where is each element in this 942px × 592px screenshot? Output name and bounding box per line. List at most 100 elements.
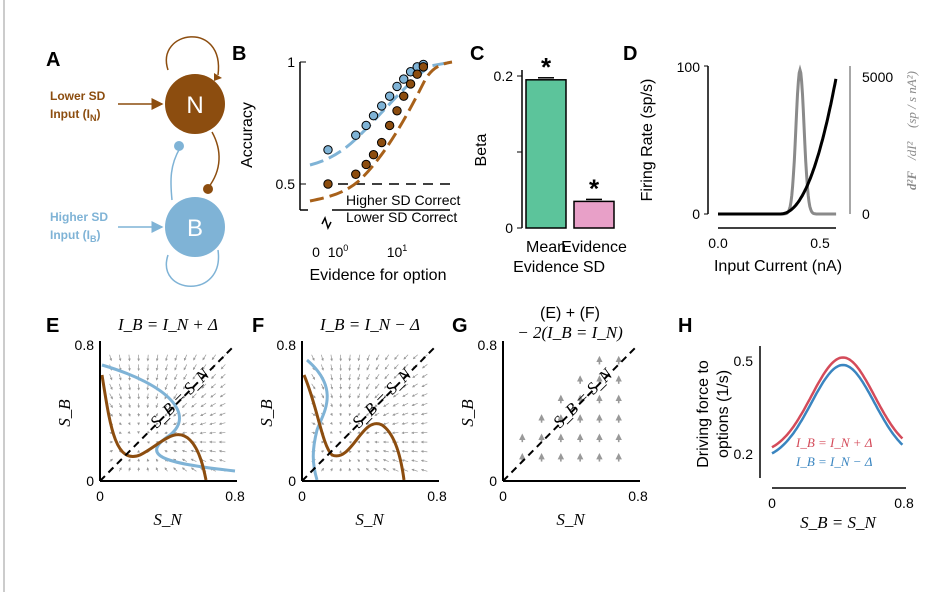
- cat-mean-evidence-l2: Evidence: [513, 259, 579, 276]
- panel-f-arrow: [357, 393, 361, 399]
- panel-f-arrow: [421, 383, 428, 388]
- panel-e-arrow: [164, 412, 168, 417]
- panel-f-arrow: [383, 402, 389, 407]
- panel-f-arrow: [320, 403, 325, 408]
- panel-e-arrow: [165, 364, 168, 371]
- panel-f-arrow: [374, 459, 380, 462]
- input-b-line2: Input (IB): [50, 228, 100, 244]
- panel-f-arrow: [403, 364, 409, 370]
- panel-f-title: I_B = I_N − Δ: [319, 315, 420, 334]
- panel-e-arrow: [192, 373, 197, 380]
- panel-e-arrow: [209, 412, 216, 416]
- input-b-line1: Higher SD: [50, 210, 108, 224]
- panel-f-arrow: [411, 431, 418, 435]
- panel-e-arrow: [209, 402, 216, 407]
- n-to-b-connection: [207, 131, 220, 189]
- panel-label-g: G: [452, 315, 468, 337]
- data-point-lower-1: [351, 169, 361, 179]
- panel-e-arrow: [155, 393, 159, 400]
- panel-e-arrow: [191, 393, 197, 399]
- panel-label-e: E: [46, 315, 59, 337]
- panel-f-arrow: [311, 354, 315, 361]
- xtick-label-d-0: 0.0: [708, 235, 728, 251]
- panel-e-arrow: [200, 402, 207, 408]
- panel-f-xlabel: S_N: [355, 510, 385, 529]
- panel-f-ytick-top: 0.8: [277, 337, 297, 353]
- panel-e-arrow: [190, 422, 197, 426]
- panel-g-title-2: − 2(I_B = I_N): [517, 323, 623, 342]
- panel-f-arrow: [357, 403, 361, 408]
- bar-evidence-sd: [573, 200, 615, 229]
- panel-e-arrow: [128, 403, 131, 409]
- panel-h: H 0.5 0.2 Driving force to options (1/s)…: [678, 315, 914, 532]
- panel-label-c: C: [470, 43, 484, 65]
- panel-e-arrow: [199, 422, 207, 426]
- panel-e-arrow: [220, 383, 226, 389]
- panel-f-arrow: [411, 459, 418, 463]
- panel-e-arrow: [146, 458, 150, 462]
- panel-f-arrow: [392, 393, 399, 398]
- panel-e-arrow: [164, 422, 168, 426]
- panel-e-arrow: [201, 383, 207, 389]
- axis-b-xlabel: Evidence for option: [310, 267, 447, 284]
- panel-e-arrow: [109, 450, 114, 453]
- panel-e-arrow: [202, 364, 207, 370]
- panel-e-arrow: [218, 449, 226, 453]
- panel-e: E I_B = I_N + Δ S_B = S_N0.800 0.8S_NS_B: [46, 315, 245, 529]
- panel-f-arrow: [420, 450, 428, 453]
- panel-f-arrow: [392, 402, 399, 407]
- panel-f-arrow: [366, 383, 370, 390]
- ytick-label-h-02: 0.2: [734, 446, 754, 462]
- panel-f-arrow: [401, 431, 409, 435]
- panel-f-arrow: [357, 450, 361, 454]
- panel-e-arrow: [118, 383, 122, 391]
- panel-f-arrow: [421, 393, 428, 397]
- panel-f-arrow: [357, 412, 361, 417]
- panel-e-arrow: [164, 374, 168, 381]
- panel-f-arrow: [411, 449, 418, 453]
- panel-f-arrow: [382, 459, 389, 462]
- data-point-lower-4: [376, 137, 387, 148]
- panel-f-arrow: [391, 431, 399, 435]
- panel-g-ytick-top: 0.8: [478, 337, 498, 353]
- panel-f-arrow: [357, 374, 361, 381]
- panel-e-arrow: [181, 449, 187, 453]
- panel-f-nullcline-b: [306, 358, 329, 481]
- curve-firing-rate: [718, 78, 838, 216]
- panel-f-arrow: [311, 383, 316, 390]
- panel-f-arrow: [401, 459, 409, 462]
- panel-f-arrow: [382, 468, 389, 472]
- panel-f-arrow: [321, 422, 325, 425]
- panel-f-arrow: [384, 373, 390, 380]
- panel-f-arrow: [320, 364, 324, 371]
- panel-f-arrow: [330, 467, 333, 472]
- panel-f-arrow: [384, 383, 390, 389]
- panel-f-quiver: [311, 354, 428, 472]
- panel-f-arrow: [311, 422, 316, 425]
- panel-e-arrow: [155, 364, 159, 372]
- panel-e-arrow: [118, 393, 122, 400]
- panel-e-arrow: [174, 364, 178, 371]
- panel-f-arrow: [348, 383, 352, 390]
- panel-f-arrow: [330, 354, 333, 362]
- b-to-n-terminal: [174, 141, 184, 151]
- panel-f-arrow: [357, 467, 361, 472]
- y2tick-label-d-5000: 5000: [862, 69, 893, 85]
- panel-f-arrow: [348, 393, 352, 399]
- panel-e-arrow: [218, 459, 226, 462]
- panel-f-arrow: [382, 412, 389, 416]
- panel-f-arrow: [365, 422, 370, 425]
- panel-f-arrow: [392, 468, 399, 472]
- panel-e-arrow: [118, 431, 122, 434]
- panel-f-arrow: [374, 393, 380, 399]
- panel-e-arrow: [209, 422, 216, 426]
- panel-f-ylabel: S_B: [257, 399, 276, 427]
- panel-g-title-1: (E) + (F): [540, 305, 600, 322]
- panel-e-nullcline-b: [101, 363, 236, 473]
- legend-lower-sd: Lower SD Correct: [346, 209, 457, 225]
- bar-mean-evidence: [525, 79, 567, 229]
- panel-e-arrow: [118, 412, 122, 417]
- panel-f-arrow: [374, 431, 380, 435]
- panel-e-xtick-right: 0.8: [225, 488, 245, 504]
- axis-break-icon: [321, 215, 332, 231]
